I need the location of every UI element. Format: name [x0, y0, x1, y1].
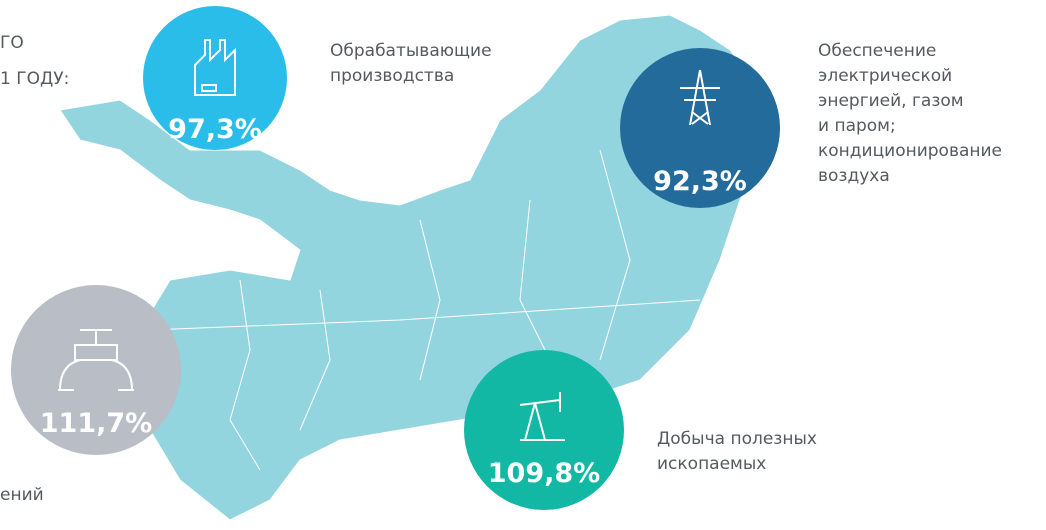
pump-jack-icon [519, 392, 565, 441]
item-label: Добыча полезных [657, 429, 817, 449]
header-line: ГО [0, 33, 24, 53]
item-label: производства [330, 66, 454, 86]
item-label: электрической [818, 66, 952, 86]
item-label: ископаемых [657, 454, 766, 474]
item-label: Обрабатывающие [330, 41, 492, 61]
pipe-icon [58, 329, 134, 391]
item-label: воздуха [818, 166, 890, 186]
item-label: энергией, газом [818, 91, 964, 111]
pylon-icon [680, 69, 720, 126]
badge [620, 48, 780, 208]
value: 109,8% [488, 458, 600, 489]
footer-text: ений [0, 485, 44, 505]
header-line: 1 ГОДУ: [0, 69, 69, 89]
factory-icon [194, 39, 236, 96]
item-label: и паром; [818, 116, 896, 136]
item-label: кондиционирование [818, 141, 1002, 161]
badge [11, 285, 181, 455]
value: 97,3% [168, 114, 262, 145]
badge [464, 350, 624, 510]
item-label: Обеспечение [818, 41, 936, 61]
value: 92,3% [653, 166, 747, 197]
value: 111,7% [40, 408, 152, 439]
badge [143, 6, 287, 150]
